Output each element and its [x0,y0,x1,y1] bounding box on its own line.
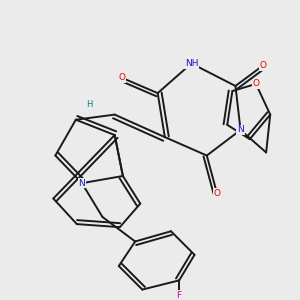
Text: N: N [237,125,244,134]
Text: O: O [252,80,260,88]
Text: O: O [118,73,125,82]
Text: F: F [177,291,182,300]
Text: NH: NH [185,59,198,68]
Text: O: O [214,189,220,198]
Text: N: N [79,179,85,188]
Text: O: O [260,61,267,70]
Text: H: H [86,100,92,109]
